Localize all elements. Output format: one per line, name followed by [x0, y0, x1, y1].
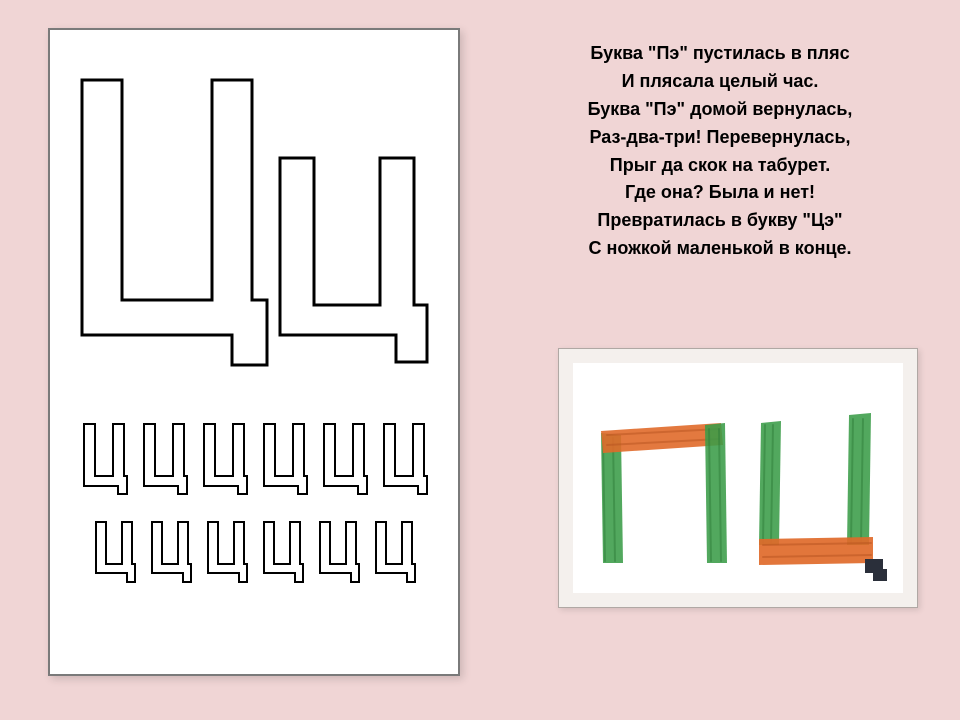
- small-ts-glyph: [80, 420, 128, 498]
- large-letters-row: [72, 60, 436, 370]
- small-ts-glyph: [320, 420, 368, 498]
- small-ts-glyph: [260, 420, 308, 498]
- child-drawing-frame: [558, 348, 918, 608]
- poem-line: Раз-два-три! Перевернулась,: [520, 124, 920, 152]
- small-ts-lower-glyph: [372, 516, 416, 586]
- small-ts-glyph: [140, 420, 188, 498]
- poem-line: Буква "Пэ" домой вернулась,: [520, 96, 920, 124]
- poem-line: С ножкой маленькой в конце.: [520, 235, 920, 263]
- small-ts-glyph: [200, 420, 248, 498]
- letter-ts-lowercase-outline: [272, 150, 432, 370]
- poem-line: Превратилась в букву "Цэ": [520, 207, 920, 235]
- small-ts-lower-glyph: [148, 516, 192, 586]
- small-ts-lower-glyph: [204, 516, 248, 586]
- small-ts-lower-glyph: [316, 516, 360, 586]
- letter-ts-uppercase-outline: [72, 70, 272, 370]
- small-ts-glyph: [380, 420, 428, 498]
- small-ts-lower-glyph: [92, 516, 136, 586]
- small-ts-lower-glyph: [260, 516, 304, 586]
- letter-row-2: [72, 516, 436, 586]
- poem-block: Буква "Пэ" пустилась в пляс И плясала це…: [520, 40, 920, 263]
- letter-worksheet-card: [48, 28, 460, 676]
- poem-line: И плясала целый час.: [520, 68, 920, 96]
- letter-row-1: [72, 420, 436, 498]
- poem-line: Прыг да скок на табурет.: [520, 152, 920, 180]
- poem-line: Буква "Пэ" пустилась в пляс: [520, 40, 920, 68]
- poem-line: Где она? Была и нет!: [520, 179, 920, 207]
- child-drawing: [573, 363, 903, 593]
